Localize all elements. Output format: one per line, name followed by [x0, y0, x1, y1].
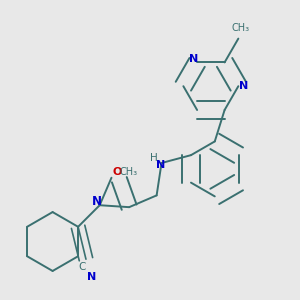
- Text: CH₃: CH₃: [119, 167, 137, 177]
- Text: H: H: [150, 153, 158, 163]
- Text: O: O: [113, 167, 122, 177]
- Text: N: N: [156, 160, 165, 170]
- Text: N: N: [189, 55, 198, 64]
- Text: N: N: [87, 272, 97, 282]
- Text: N: N: [92, 195, 102, 208]
- Text: C: C: [78, 262, 86, 272]
- Text: N: N: [238, 81, 248, 91]
- Text: CH₃: CH₃: [231, 23, 249, 33]
